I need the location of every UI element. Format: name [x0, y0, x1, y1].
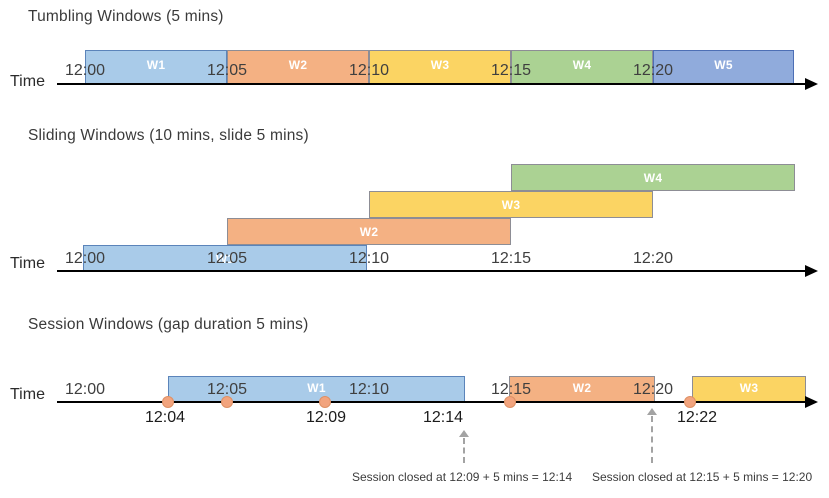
window-label: W3 — [739, 380, 759, 395]
dashed-arrow-line-2 — [651, 416, 653, 463]
event-time-label: 12:14 — [422, 409, 464, 426]
tick-label: 12:05 — [206, 250, 248, 267]
session-window-w1: W1 — [168, 376, 465, 403]
annotation-session-closed-2: Session closed at 12:15 + 5 mins = 12:20 — [592, 470, 813, 484]
dashed-arrow-up-icon-1 — [459, 430, 469, 437]
axis-arrowhead-icon-1 — [805, 78, 818, 90]
window-label: W2 — [572, 380, 592, 395]
tick-label: 12:00 — [64, 250, 106, 267]
sliding-window-w1: W1 — [83, 245, 367, 272]
tick-label: 12:00 — [64, 62, 106, 79]
time-axis-2 — [57, 270, 807, 272]
time-axis-1 — [57, 83, 807, 85]
axis-arrowhead-icon-2 — [805, 265, 818, 277]
sliding-window-w2: W2 — [227, 218, 511, 245]
annotation-session-closed-1: Session closed at 12:09 + 5 mins = 12:14 — [352, 470, 573, 484]
window-label: W4 — [643, 170, 663, 185]
tumbling-window-w1: W1 — [85, 50, 227, 85]
tick-label: 12:10 — [348, 381, 390, 398]
event-dot-1204 — [162, 396, 174, 408]
window-label: W1 — [146, 58, 166, 72]
axis-arrowhead-icon-3 — [805, 396, 818, 408]
tick-label: 12:10 — [348, 62, 390, 79]
event-dot-1215 — [504, 396, 516, 408]
window-label: W1 — [215, 251, 235, 266]
session-window-w3: W3 — [692, 376, 806, 403]
window-label: W1 — [307, 380, 326, 395]
event-time-label: 12:04 — [144, 409, 186, 426]
window-label: W3 — [501, 197, 521, 212]
window-label: W3 — [430, 58, 450, 72]
window-label: W5 — [714, 58, 733, 72]
dashed-arrow-up-icon-2 — [647, 408, 657, 415]
tick-label: 12:05 — [206, 381, 248, 398]
axis-label-time-2: Time — [10, 255, 45, 272]
section-title-session: Session Windows (gap duration 5 mins) — [28, 316, 309, 333]
event-dot-1209 — [319, 396, 331, 408]
window-label: W2 — [359, 224, 379, 239]
tick-label: 12:20 — [632, 381, 674, 398]
tick-label: 12:20 — [632, 250, 674, 267]
event-time-label: 12:22 — [676, 409, 718, 426]
tick-label: 12:20 — [632, 62, 674, 79]
tumbling-window-w3: W3 — [369, 50, 511, 85]
section-title-sliding: Sliding Windows (10 mins, slide 5 mins) — [28, 127, 309, 144]
axis-label-time-1: Time — [10, 73, 45, 90]
event-time-label: 12:09 — [305, 409, 347, 426]
tick-label: 12:05 — [206, 62, 248, 79]
tick-label: 12:15 — [490, 381, 532, 398]
session-window-w2: W2 — [509, 376, 655, 403]
sliding-window-w3: W3 — [369, 191, 653, 218]
tick-label: 12:10 — [348, 250, 390, 267]
dashed-arrow-line-1 — [463, 438, 465, 463]
section-title-tumbling: Tumbling Windows (5 mins) — [28, 8, 224, 25]
tick-label: 12:15 — [490, 250, 532, 267]
window-label: W2 — [288, 58, 308, 72]
sliding-window-w4: W4 — [511, 164, 795, 191]
event-dot-1222 — [684, 396, 696, 408]
tick-label: 12:00 — [64, 381, 106, 398]
tumbling-window-w5: W5 — [653, 50, 794, 85]
time-axis-3 — [57, 401, 807, 403]
event-dot-1205 — [221, 396, 233, 408]
window-label: W4 — [572, 58, 592, 72]
axis-label-time-3: Time — [10, 386, 45, 403]
tick-label: 12:15 — [490, 62, 532, 79]
